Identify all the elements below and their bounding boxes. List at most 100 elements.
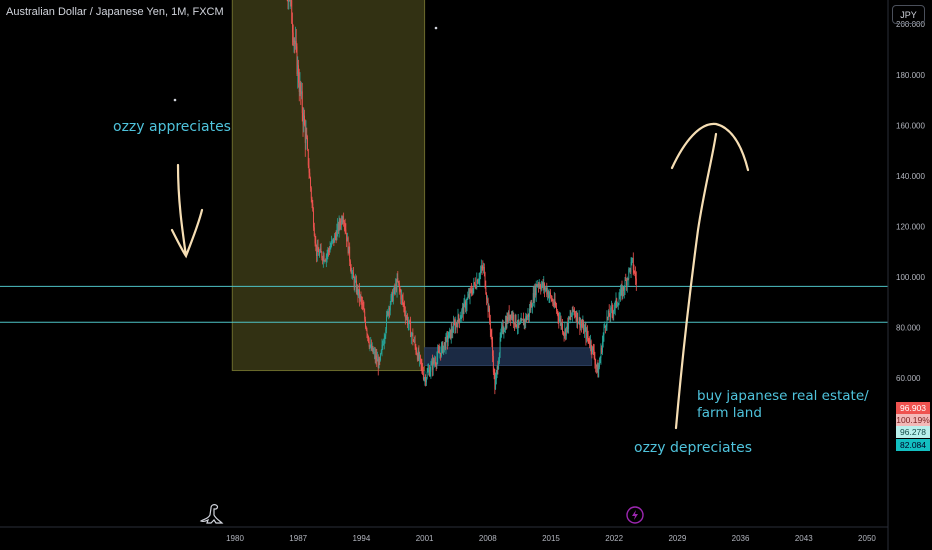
candle-body bbox=[361, 298, 363, 304]
candle-body bbox=[630, 261, 632, 272]
candle-body bbox=[496, 366, 498, 373]
candle-body bbox=[370, 344, 372, 346]
candle-body bbox=[413, 341, 415, 343]
candle-body bbox=[289, 0, 291, 1]
candle-body bbox=[295, 41, 296, 44]
candle-body bbox=[303, 115, 305, 125]
candle-body bbox=[292, 32, 294, 42]
support-zone bbox=[424, 347, 593, 366]
candle-body bbox=[504, 329, 506, 332]
candle-body bbox=[551, 300, 553, 301]
currency-button[interactable]: JPY bbox=[892, 5, 925, 24]
last-price-badge: 96.903 bbox=[896, 402, 930, 414]
candle-body bbox=[451, 328, 453, 333]
candle-body bbox=[329, 247, 331, 252]
candle-body bbox=[526, 316, 527, 321]
candle-body bbox=[305, 134, 307, 143]
candle-body bbox=[492, 342, 494, 357]
candle-body bbox=[631, 258, 633, 262]
candle-body bbox=[624, 280, 626, 291]
pct-change-badge: 100.19% bbox=[896, 414, 930, 426]
candle-body bbox=[304, 125, 306, 143]
candle-body bbox=[312, 203, 314, 212]
candle-body bbox=[365, 327, 367, 330]
candle-body bbox=[484, 272, 486, 288]
candle-body bbox=[322, 257, 324, 261]
candle-body bbox=[593, 350, 595, 358]
candle-body bbox=[597, 364, 599, 378]
candle-body bbox=[365, 319, 366, 328]
candle-body bbox=[584, 328, 586, 329]
candle-body bbox=[534, 286, 536, 301]
candle-body bbox=[328, 249, 330, 251]
candle-body bbox=[609, 316, 611, 318]
candle-body bbox=[448, 332, 450, 339]
candle-body bbox=[296, 46, 298, 75]
time-tick-label: 2015 bbox=[542, 534, 560, 543]
candle-body bbox=[494, 372, 496, 390]
candle-body bbox=[536, 284, 538, 287]
candle-body bbox=[431, 361, 433, 370]
candle-body bbox=[520, 319, 522, 323]
candle-body bbox=[541, 285, 542, 290]
candle-body bbox=[346, 237, 348, 242]
candle-body bbox=[537, 283, 539, 287]
candle-body bbox=[428, 369, 430, 371]
candle-body bbox=[317, 246, 319, 252]
price-tick-label: 180.000 bbox=[896, 71, 925, 80]
candle-body bbox=[527, 313, 529, 317]
candle-body bbox=[377, 359, 379, 369]
time-tick-label: 1980 bbox=[226, 534, 244, 543]
candle-body bbox=[613, 310, 615, 314]
level-badge-upper: 96.278 bbox=[896, 426, 930, 438]
candle-body bbox=[489, 320, 491, 331]
candle-body bbox=[585, 328, 587, 339]
candle-body bbox=[330, 245, 332, 248]
candle-body bbox=[461, 310, 463, 317]
candle-body bbox=[389, 304, 391, 311]
candle-body bbox=[346, 232, 348, 242]
candle-body bbox=[437, 350, 439, 358]
candle-body bbox=[513, 315, 515, 323]
candle-body bbox=[300, 82, 302, 95]
candle-body bbox=[450, 329, 451, 339]
candle-body bbox=[491, 335, 493, 343]
candle-body bbox=[538, 283, 539, 286]
candle-body bbox=[483, 266, 485, 269]
candle-body bbox=[505, 322, 507, 328]
candle-body bbox=[574, 314, 576, 316]
candle-body bbox=[481, 266, 483, 268]
candle-body bbox=[522, 319, 524, 326]
candle-body bbox=[391, 292, 393, 296]
candle-body bbox=[583, 322, 585, 334]
candle-body bbox=[620, 289, 621, 297]
candle-body bbox=[599, 357, 601, 363]
candle-body bbox=[435, 364, 437, 366]
candle-body bbox=[575, 315, 577, 321]
candle-body bbox=[334, 235, 336, 243]
time-tick-label: 2001 bbox=[416, 534, 434, 543]
candle-body bbox=[429, 371, 431, 376]
candle-body bbox=[332, 238, 334, 241]
candle-body bbox=[405, 316, 407, 318]
candle-body bbox=[507, 311, 509, 322]
candle-body bbox=[619, 296, 621, 300]
lightning-icon[interactable] bbox=[626, 506, 644, 524]
candle-body bbox=[544, 288, 546, 290]
candle-body bbox=[310, 177, 311, 189]
candle-body bbox=[504, 322, 506, 330]
candle-body bbox=[400, 291, 402, 300]
candle-body bbox=[434, 362, 436, 365]
candle-body bbox=[559, 318, 561, 320]
candle-body bbox=[368, 341, 370, 347]
candle-body bbox=[503, 331, 505, 333]
candle-body bbox=[431, 361, 433, 365]
candle-body bbox=[498, 362, 500, 369]
candle-body bbox=[377, 359, 378, 362]
candle-body bbox=[608, 310, 609, 318]
candle-body bbox=[450, 328, 452, 339]
candle-body bbox=[453, 322, 455, 324]
candle-body bbox=[313, 211, 314, 228]
candle-body bbox=[606, 316, 608, 327]
